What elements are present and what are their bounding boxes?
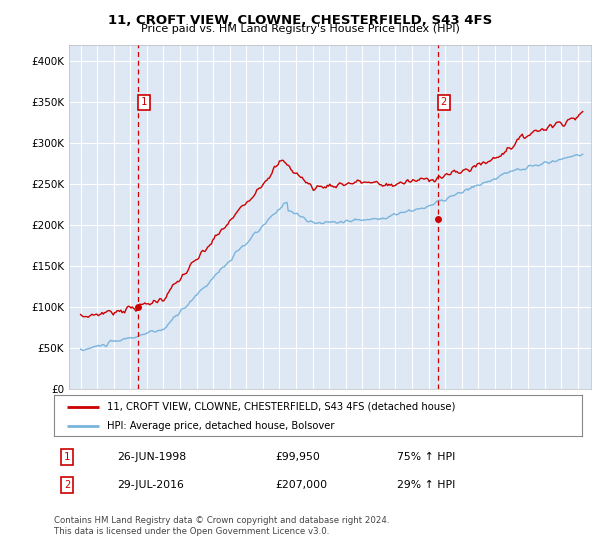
- Text: 2: 2: [440, 97, 447, 107]
- Text: £207,000: £207,000: [276, 480, 328, 490]
- Text: HPI: Average price, detached house, Bolsover: HPI: Average price, detached house, Bols…: [107, 421, 334, 431]
- Text: 29-JUL-2016: 29-JUL-2016: [118, 480, 184, 490]
- Text: 29% ↑ HPI: 29% ↑ HPI: [397, 480, 455, 490]
- Text: 1: 1: [64, 452, 70, 462]
- Text: 11, CROFT VIEW, CLOWNE, CHESTERFIELD, S43 4FS (detached house): 11, CROFT VIEW, CLOWNE, CHESTERFIELD, S4…: [107, 402, 455, 412]
- Text: Price paid vs. HM Land Registry's House Price Index (HPI): Price paid vs. HM Land Registry's House …: [140, 24, 460, 34]
- Text: £99,950: £99,950: [276, 452, 320, 462]
- Text: Contains HM Land Registry data © Crown copyright and database right 2024.
This d: Contains HM Land Registry data © Crown c…: [54, 516, 389, 536]
- Text: 2: 2: [64, 480, 70, 490]
- Text: 75% ↑ HPI: 75% ↑ HPI: [397, 452, 455, 462]
- Text: 26-JUN-1998: 26-JUN-1998: [118, 452, 187, 462]
- Text: 11, CROFT VIEW, CLOWNE, CHESTERFIELD, S43 4FS: 11, CROFT VIEW, CLOWNE, CHESTERFIELD, S4…: [108, 14, 492, 27]
- Text: 1: 1: [141, 97, 147, 107]
